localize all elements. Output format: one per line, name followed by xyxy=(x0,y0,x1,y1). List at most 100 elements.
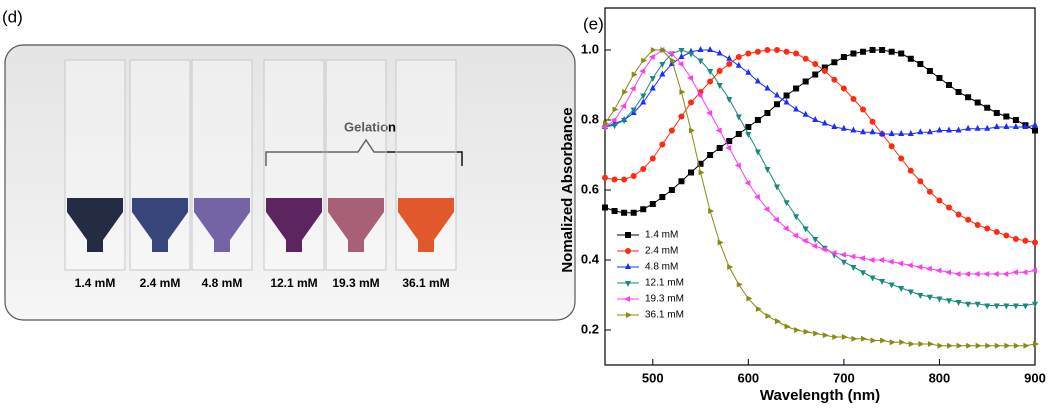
data-point xyxy=(898,155,905,162)
data-point xyxy=(1003,113,1010,120)
series-line xyxy=(604,49,1036,347)
data-point xyxy=(955,211,962,218)
data-point xyxy=(727,264,734,270)
data-point xyxy=(974,124,981,131)
data-point xyxy=(707,78,714,85)
data-point xyxy=(860,48,866,55)
data-point xyxy=(917,178,924,185)
data-point xyxy=(899,339,906,346)
data-point xyxy=(735,114,742,121)
vial-liquid xyxy=(328,198,384,252)
data-point xyxy=(955,300,962,306)
data-point xyxy=(839,251,846,258)
series-line xyxy=(604,49,1036,214)
data-point xyxy=(754,48,761,55)
data-point xyxy=(1012,236,1019,243)
data-point xyxy=(1032,239,1038,246)
vial-label: 1.4 mM xyxy=(75,276,116,290)
x-tick-label: 500 xyxy=(642,370,664,385)
data-point xyxy=(936,296,943,303)
data-point xyxy=(964,271,971,277)
x-tick-label: 800 xyxy=(929,370,951,385)
data-point xyxy=(793,50,800,57)
data-point xyxy=(916,264,923,270)
data-point xyxy=(622,89,629,95)
data-point xyxy=(802,55,809,62)
data-point xyxy=(840,124,847,131)
data-point xyxy=(1003,303,1010,310)
data-point xyxy=(907,167,914,174)
data-point xyxy=(678,113,685,120)
data-point xyxy=(984,104,991,111)
data-point xyxy=(946,298,952,305)
data-point xyxy=(898,130,905,136)
data-point xyxy=(965,124,972,131)
data-point xyxy=(974,301,981,308)
data-point xyxy=(689,127,695,134)
data-point xyxy=(965,94,972,101)
data-point xyxy=(812,116,819,122)
data-point xyxy=(925,265,932,272)
data-point xyxy=(974,99,981,106)
data-point xyxy=(668,127,675,134)
data-point xyxy=(898,50,905,57)
data-point xyxy=(774,47,780,53)
data-point xyxy=(936,126,943,133)
data-point xyxy=(783,200,790,207)
data-point xyxy=(603,120,609,127)
data-point xyxy=(926,188,933,195)
data-point xyxy=(956,342,963,349)
data-point xyxy=(850,265,857,271)
data-point xyxy=(783,48,790,55)
data-point xyxy=(832,334,839,340)
vial-liquid xyxy=(194,198,250,252)
data-point xyxy=(640,93,647,100)
data-point xyxy=(735,61,742,68)
data-point xyxy=(706,110,713,116)
data-point xyxy=(746,295,753,302)
data-point xyxy=(716,49,723,56)
data-point xyxy=(782,225,789,232)
data-point xyxy=(764,110,771,116)
data-point xyxy=(783,98,790,105)
vial-label: 36.1 mM xyxy=(402,276,449,290)
data-point xyxy=(698,169,705,176)
data-point xyxy=(888,130,895,136)
data-point xyxy=(763,206,770,213)
x-tick-label: 900 xyxy=(1024,370,1046,385)
data-point xyxy=(707,152,714,158)
data-point xyxy=(888,282,895,289)
data-point xyxy=(994,342,1001,349)
data-point xyxy=(754,77,761,84)
series-line xyxy=(604,49,1036,135)
data-point xyxy=(860,106,866,113)
data-point xyxy=(946,82,952,88)
data-point xyxy=(831,76,838,83)
data-point xyxy=(802,226,809,233)
data-point xyxy=(849,253,856,260)
data-point xyxy=(734,162,741,169)
data-point xyxy=(1023,342,1030,349)
data-point xyxy=(831,59,838,66)
data-point xyxy=(745,124,752,130)
data-point xyxy=(631,71,638,78)
data-point xyxy=(793,105,800,112)
data-point xyxy=(716,83,723,89)
data-point xyxy=(879,47,886,53)
data-point xyxy=(621,118,628,124)
data-point xyxy=(716,145,723,151)
data-point xyxy=(793,85,800,92)
data-point xyxy=(955,126,962,133)
data-point xyxy=(860,270,866,277)
data-point xyxy=(820,246,827,253)
series-line xyxy=(604,49,1036,243)
legend-label: 12.1 mM xyxy=(645,278,684,289)
data-point xyxy=(1021,269,1028,276)
data-point xyxy=(764,167,771,173)
data-point xyxy=(975,342,982,349)
data-point xyxy=(794,327,801,333)
data-point xyxy=(840,85,847,92)
data-point xyxy=(621,176,628,183)
data-point xyxy=(945,269,951,276)
